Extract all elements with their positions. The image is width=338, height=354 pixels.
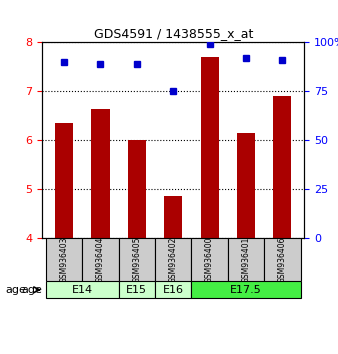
Bar (128, 141, 146, 239)
Text: E14: E14 (72, 285, 93, 295)
Bar (164, 196, 182, 239)
Text: E16: E16 (163, 285, 184, 295)
Text: age: age (21, 285, 42, 295)
Text: GSM936403: GSM936403 (59, 237, 69, 283)
FancyBboxPatch shape (119, 281, 155, 298)
FancyBboxPatch shape (46, 281, 119, 298)
Title: GDS4591 / 1438555_x_at: GDS4591 / 1438555_x_at (94, 27, 253, 40)
Text: age: age (5, 285, 26, 295)
FancyBboxPatch shape (191, 239, 228, 281)
Text: GSM936405: GSM936405 (132, 237, 141, 283)
Text: GSM936401: GSM936401 (241, 237, 250, 283)
FancyBboxPatch shape (228, 239, 264, 281)
Bar (273, 96, 291, 239)
Text: E15: E15 (126, 285, 147, 295)
FancyBboxPatch shape (264, 239, 300, 281)
FancyBboxPatch shape (82, 239, 119, 281)
Bar (91, 109, 110, 239)
FancyBboxPatch shape (46, 239, 82, 281)
FancyBboxPatch shape (119, 239, 155, 281)
Text: GSM936404: GSM936404 (96, 237, 105, 283)
FancyBboxPatch shape (191, 281, 300, 298)
Bar (55, 123, 73, 239)
Text: GSM936400: GSM936400 (205, 237, 214, 283)
Bar (200, 57, 219, 239)
FancyBboxPatch shape (155, 239, 191, 281)
Text: E17.5: E17.5 (230, 285, 262, 295)
Text: GSM936402: GSM936402 (169, 237, 178, 283)
Bar (237, 133, 255, 239)
FancyBboxPatch shape (155, 281, 191, 298)
Text: GSM936406: GSM936406 (278, 237, 287, 283)
